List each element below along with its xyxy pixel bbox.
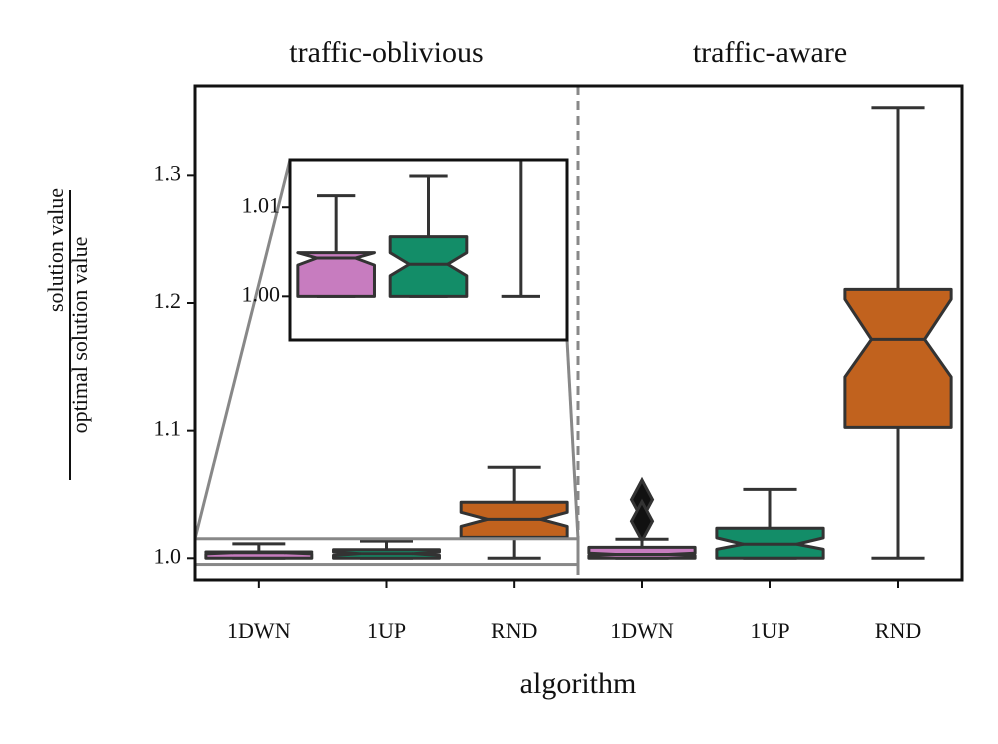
- box: [296, 251, 376, 298]
- plot-area: [204, 106, 953, 560]
- inset-frame: [288, 158, 569, 342]
- inset-y-tick-label: 1.01: [242, 192, 281, 217]
- x-tick-label: 1UP: [750, 618, 789, 643]
- plot-frame: [193, 84, 964, 582]
- y-tick-label: 1.0: [154, 543, 182, 568]
- x-label: algorithm: [520, 667, 637, 700]
- box: [843, 287, 953, 429]
- flier: [629, 498, 655, 545]
- y-tick-label: 1.1: [154, 416, 182, 441]
- zoom-connector: [193, 159, 292, 540]
- y-tick-label: 1.2: [154, 288, 182, 313]
- box: [483, 0, 560, 150]
- box: [587, 545, 697, 560]
- inset-plot: [296, 0, 560, 298]
- panel-title: traffic-aware: [693, 36, 847, 69]
- x-tick-label: 1DWN: [610, 618, 674, 643]
- y-label-denominator: optimal solution value: [67, 237, 92, 434]
- y-label-numerator: solution value: [43, 188, 68, 312]
- panel-title: traffic-oblivious: [289, 36, 483, 69]
- x-tick-label: RND: [875, 618, 921, 643]
- zoom-connector: [565, 339, 580, 539]
- inset-y-tick-label: 1.00: [242, 281, 281, 306]
- x-tick-label: 1DWN: [227, 618, 291, 643]
- x-tick-label: 1UP: [367, 618, 406, 643]
- box: [388, 235, 469, 298]
- y-tick-label: 1.3: [154, 160, 182, 185]
- x-tick-label: RND: [491, 618, 537, 643]
